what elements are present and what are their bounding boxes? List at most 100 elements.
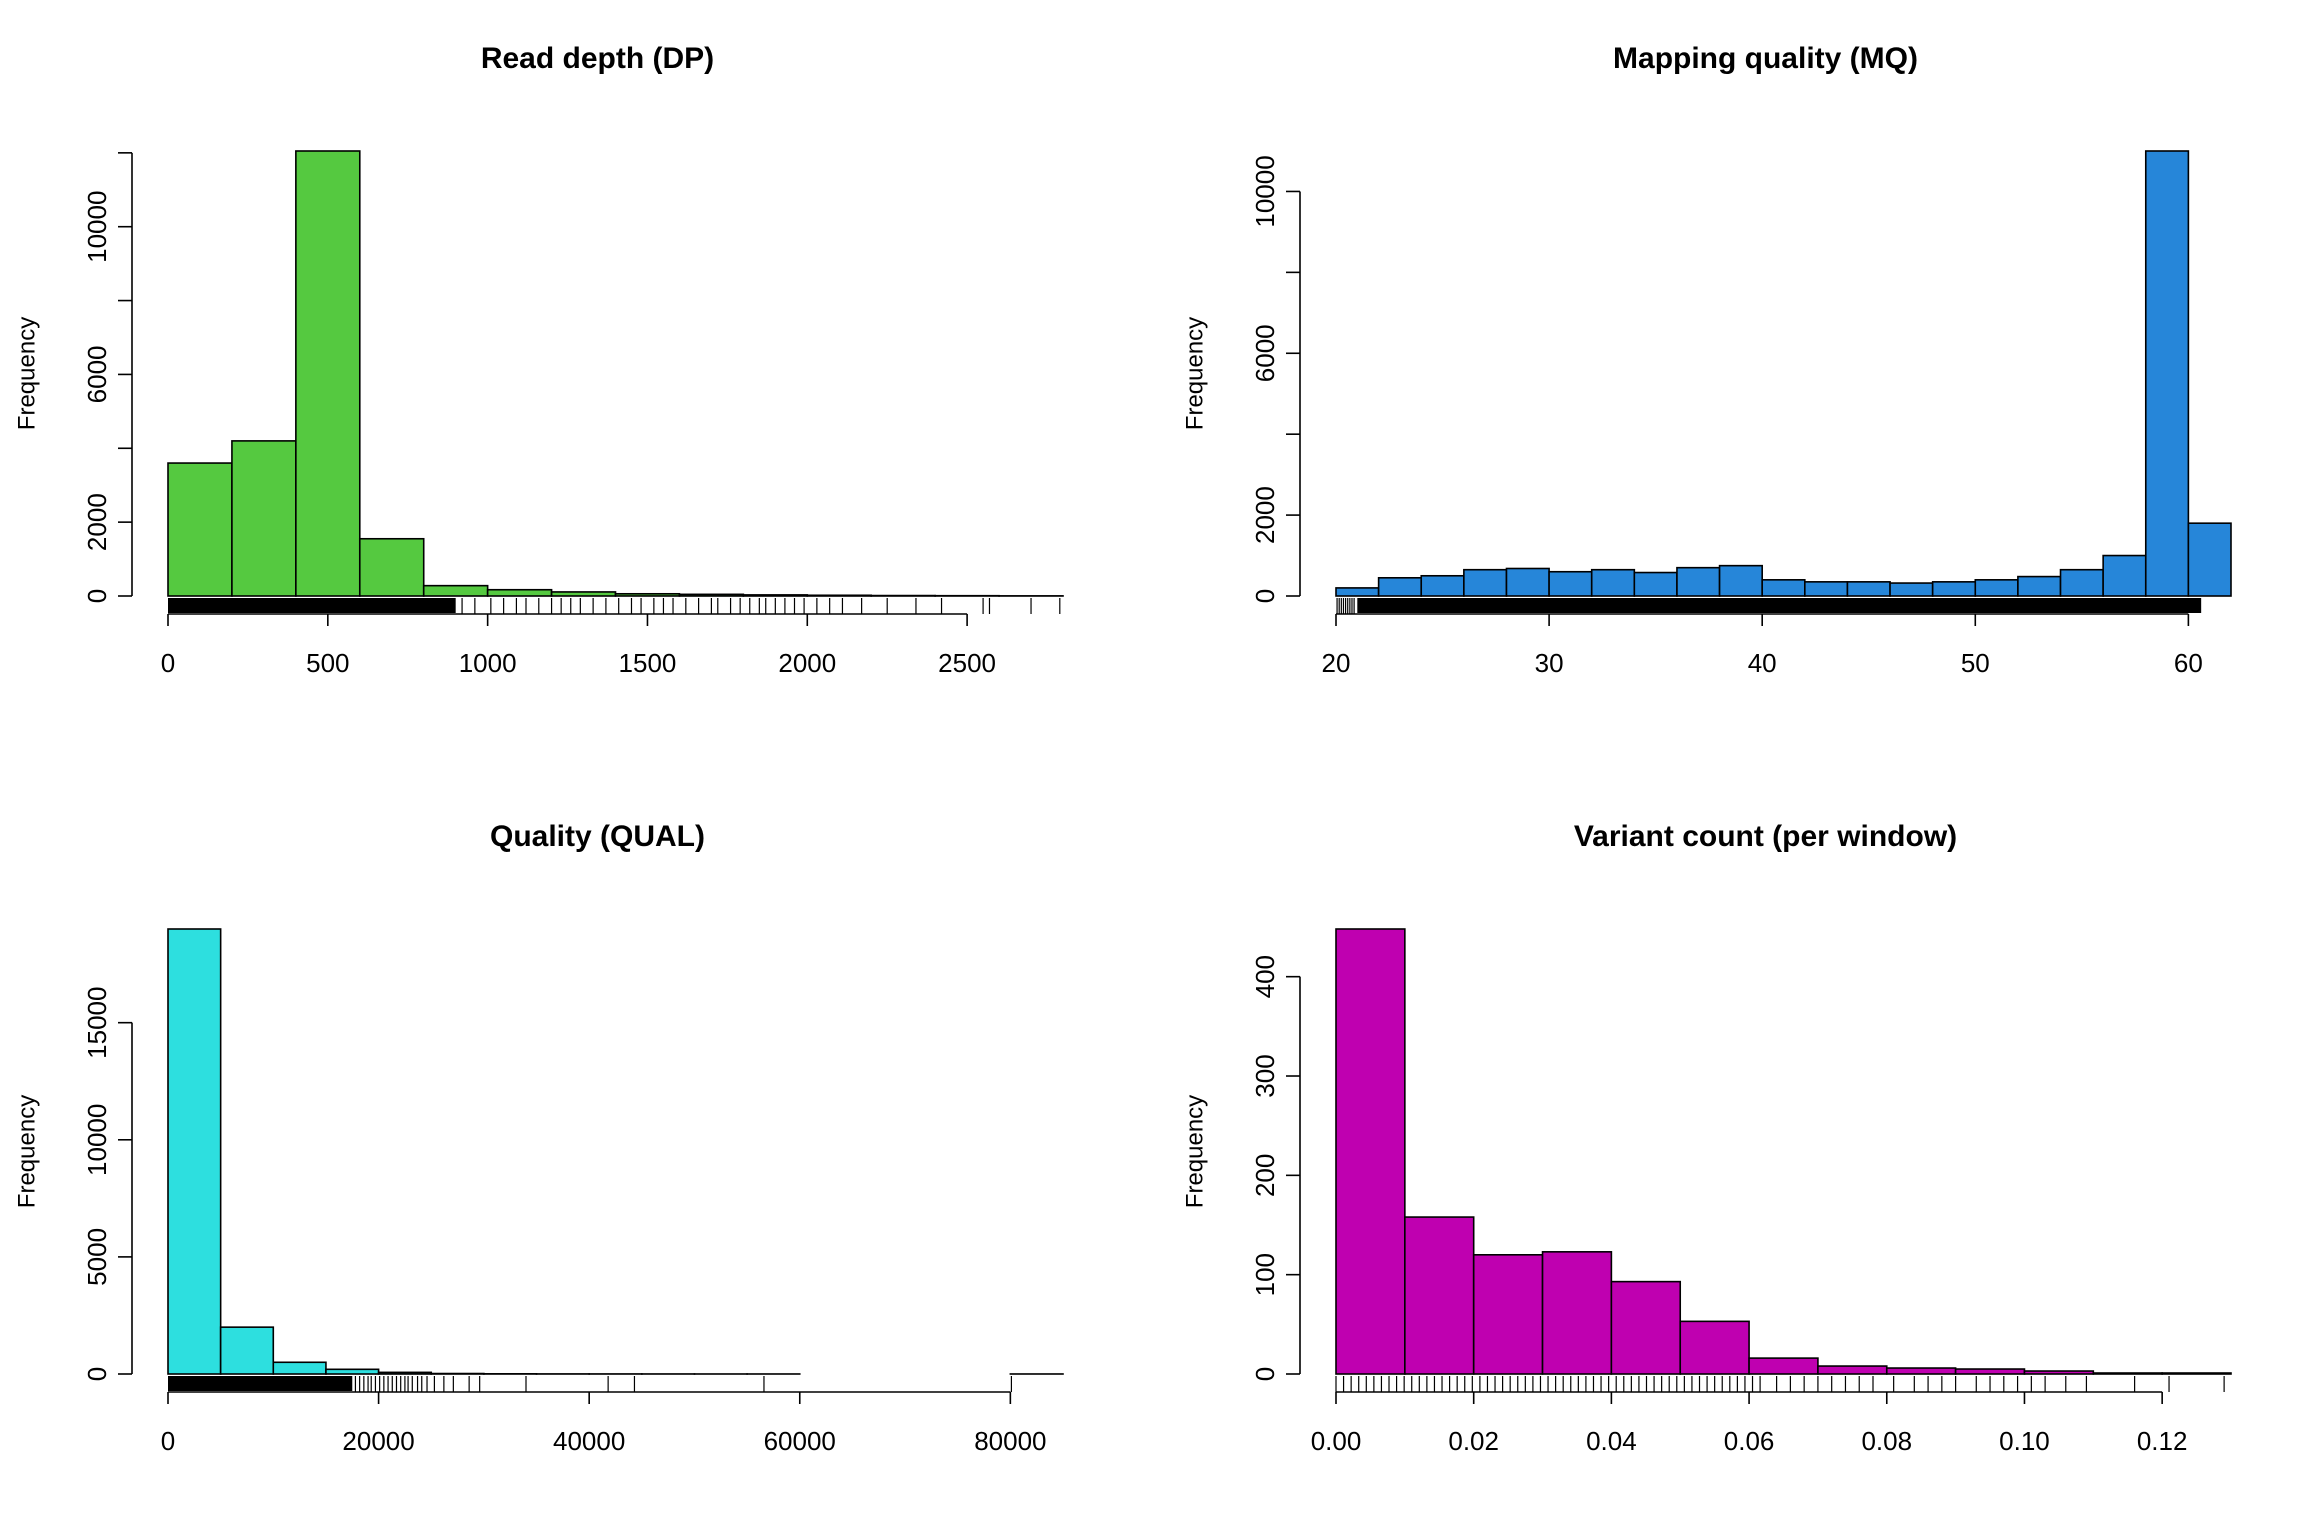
y-tick-label: 10000 — [82, 191, 112, 263]
bar — [1889, 582, 1934, 597]
y-tick-label: 0 — [82, 589, 112, 603]
bar — [1610, 1280, 1682, 1375]
bar — [231, 440, 297, 597]
bar — [1954, 1368, 2026, 1375]
chart-title: Quality (QUAL) — [490, 820, 705, 853]
bar — [742, 594, 809, 597]
histogram-panel-3: Quality (QUAL) 0 5000 10000 15000 Frequency 0 2… — [13, 820, 1064, 1456]
x-tick-label: 40000 — [553, 1426, 625, 1456]
bars — [167, 928, 1064, 1375]
y-tick-label: 5000 — [82, 1228, 112, 1286]
x-tick-label: 0.06 — [1724, 1426, 1775, 1456]
bar — [295, 150, 361, 597]
histogram-panel-1: Read depth (DP) 0 2000 6000 10000 Frequency 0 5… — [13, 42, 1064, 678]
bar — [1335, 928, 1406, 1375]
y-tick-label: 2000 — [1250, 486, 1280, 544]
bar — [2102, 554, 2147, 597]
y-tick-label: 0 — [1250, 589, 1280, 603]
bars — [1335, 928, 2232, 1375]
bar — [1505, 567, 1550, 597]
bar — [1420, 574, 1465, 597]
chart-title: Read depth (DP) — [481, 42, 714, 75]
bar — [1548, 570, 1593, 597]
y-axis-label: Frequency — [1181, 317, 1208, 430]
bar — [358, 537, 425, 597]
bar — [1679, 1320, 1750, 1375]
y-tick-label: 6000 — [82, 346, 112, 404]
bars — [1335, 150, 2232, 597]
bar — [678, 593, 745, 597]
x-tick-label: 80000 — [974, 1426, 1046, 1456]
y-tick-label: 0 — [82, 1367, 112, 1381]
bar — [614, 592, 681, 597]
x-tick-label: 30 — [1535, 648, 1564, 678]
bar — [1748, 1357, 1819, 1375]
bar — [1817, 1365, 1888, 1375]
x-tick-label: 0.02 — [1448, 1426, 1499, 1456]
bar — [272, 1361, 327, 1375]
y-tick-label: 0 — [1250, 1367, 1280, 1381]
y-axis-label: Frequency — [13, 1095, 40, 1208]
rug — [1335, 1376, 2225, 1392]
bar — [2023, 1370, 2095, 1375]
bar — [1846, 581, 1891, 597]
bar — [1541, 1251, 1613, 1375]
bar — [167, 462, 233, 597]
x-tick-label: 20 — [1322, 648, 1351, 678]
x-tick-label: 50 — [1961, 648, 1990, 678]
y-axis-label: Frequency — [1181, 1095, 1208, 1208]
bar — [1590, 568, 1636, 597]
bar — [2059, 568, 2104, 597]
bar — [806, 594, 873, 597]
y-tick-label: 400 — [1250, 955, 1280, 998]
x-tick-label: 60 — [2174, 648, 2203, 678]
y-tick-label: 6000 — [1250, 324, 1280, 382]
bar — [2161, 1372, 2232, 1375]
bar — [2092, 1372, 2163, 1375]
histogram-panel-2: Mapping quality (MQ) 0 2000 6000 10000 Freque… — [1181, 42, 2232, 678]
x-tick-label: 0.04 — [1586, 1426, 1637, 1456]
x-tick-label: 40 — [1748, 648, 1777, 678]
x-tick-label: 1000 — [459, 648, 517, 678]
bar — [325, 1368, 380, 1375]
chart-title: Mapping quality (MQ) — [1613, 42, 1918, 75]
y-tick-label: 10000 — [1250, 155, 1280, 227]
x-tick-label: 20000 — [342, 1426, 414, 1456]
bars — [167, 150, 1064, 597]
bar — [1472, 1254, 1544, 1375]
bar — [219, 1326, 275, 1375]
bar — [1377, 576, 1423, 597]
bar — [377, 1371, 433, 1375]
bar — [1335, 587, 1380, 597]
bar — [1761, 579, 1806, 597]
x-tick-label: 0 — [161, 648, 175, 678]
rug-dense-block — [168, 598, 456, 613]
bar — [1885, 1367, 1957, 1375]
y-tick-label: 100 — [1250, 1253, 1280, 1296]
bar — [2187, 522, 2232, 597]
x-tick-label: 0.10 — [1999, 1426, 2050, 1456]
y-tick-label: 2000 — [82, 493, 112, 551]
rug — [1336, 598, 2202, 614]
histogram-panel-4: Variant count (per window) 0 100 200 300 400 F… — [1181, 820, 2232, 1456]
bar — [422, 584, 489, 597]
chart-title: Variant count (per window) — [1574, 820, 1957, 853]
x-tick-label: 0.12 — [2137, 1426, 2188, 1456]
x-tick-label: 1500 — [619, 648, 677, 678]
bar — [1931, 581, 1977, 597]
rug — [168, 1376, 1013, 1392]
x-tick-label: 60000 — [764, 1426, 836, 1456]
x-tick-label: 0.08 — [1861, 1426, 1912, 1456]
rug — [168, 598, 1061, 614]
x-tick-label: 0 — [161, 1426, 175, 1456]
y-tick-label: 10000 — [82, 1104, 112, 1176]
bar — [1463, 568, 1508, 597]
bar — [486, 588, 553, 597]
bar — [550, 591, 617, 597]
bar — [2144, 150, 2190, 597]
x-tick-label: 2000 — [778, 648, 836, 678]
y-axis-label: Frequency — [13, 317, 40, 430]
x-tick-label: 500 — [306, 648, 349, 678]
x-tick-label: 2500 — [938, 648, 996, 678]
